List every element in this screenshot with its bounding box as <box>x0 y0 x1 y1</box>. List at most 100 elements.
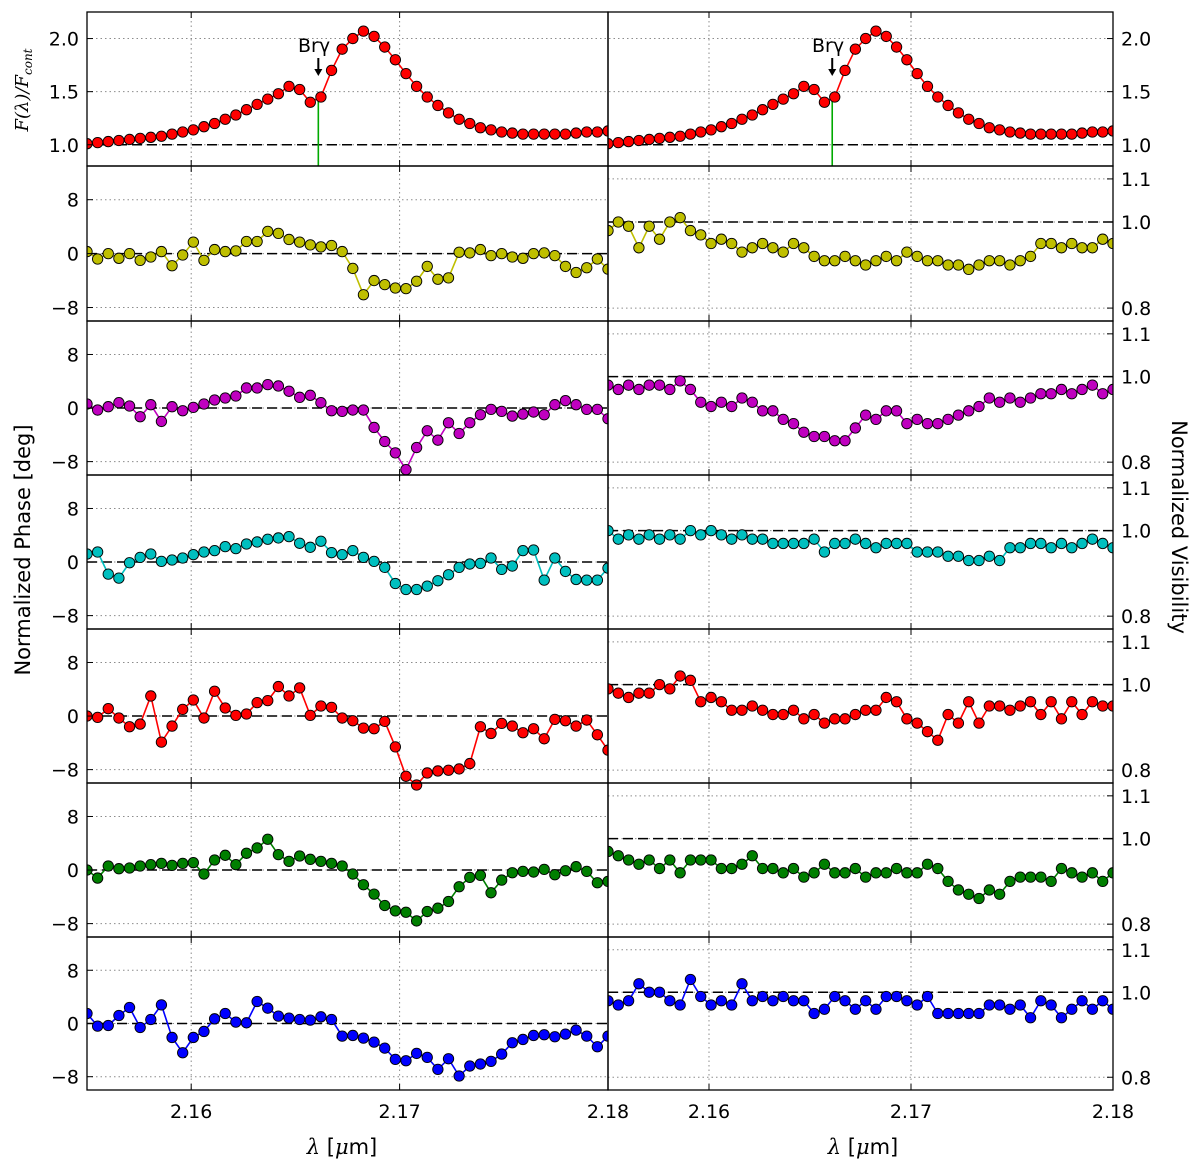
visibility-point <box>983 999 995 1011</box>
visibility-point <box>777 537 789 550</box>
visibility-point <box>963 1007 975 1020</box>
visibility-point <box>890 255 903 267</box>
flux-tick-label-left: 1.0 <box>49 135 79 157</box>
panel-frame-left <box>86 628 609 784</box>
visibility-point <box>787 537 800 550</box>
visibility-point <box>1086 1003 1099 1015</box>
phase-point <box>325 239 338 252</box>
visibility-point <box>983 700 995 712</box>
visibility-point <box>870 704 882 716</box>
phase-point <box>442 569 455 581</box>
visibility-point <box>633 978 645 990</box>
visibility-point <box>695 854 707 866</box>
visibility-point <box>942 413 954 426</box>
flux-right-point <box>787 88 800 100</box>
visibility-point <box>715 396 728 408</box>
phase-point <box>187 401 199 414</box>
visibility-tick-label: 0.8 <box>1121 1067 1151 1089</box>
visibility-tick-label: 0.8 <box>1121 606 1151 628</box>
phase-point <box>155 245 168 258</box>
visibility-point <box>860 995 872 1007</box>
phase-point <box>230 543 242 555</box>
phase-point <box>336 860 348 872</box>
visibility-point <box>942 259 954 271</box>
visibility-point <box>870 255 882 267</box>
phase-point <box>187 1031 199 1044</box>
visibility-point <box>880 990 892 1003</box>
phase-point <box>91 872 104 884</box>
visibility-point <box>715 529 728 541</box>
visibility-point <box>839 250 851 263</box>
phase-point <box>294 537 306 549</box>
phase-point <box>272 680 285 693</box>
flux-right-point <box>849 43 861 55</box>
phase-point <box>304 239 316 251</box>
brgamma-arrowhead <box>314 69 323 76</box>
phase-point <box>549 399 561 411</box>
phase-point <box>294 682 306 694</box>
flux-right-point <box>1035 128 1047 140</box>
phase-point <box>464 558 476 570</box>
flux-right-point <box>622 135 635 148</box>
phase-tick-label: 0 <box>67 706 79 728</box>
phase-point <box>315 241 327 253</box>
visibility-point <box>942 1007 954 1020</box>
visibility-point <box>1045 999 1057 1011</box>
visibility-point <box>973 892 985 905</box>
flux-left-point <box>251 98 263 111</box>
flux-right-point <box>983 122 995 134</box>
phase-tick-label: 0 <box>67 1013 79 1035</box>
visibility-point <box>1055 713 1068 725</box>
visibility-tick-label: 1.1 <box>1121 786 1151 808</box>
visibility-point <box>839 713 851 725</box>
flux-right-point <box>952 107 965 119</box>
visibility-point <box>1066 696 1078 708</box>
flux-tick-label-left: 2.0 <box>49 29 79 51</box>
phase-point <box>336 405 348 418</box>
visibility-point <box>1107 237 1113 250</box>
flux-tick-label-right: 1.0 <box>1121 135 1151 157</box>
visibility-point <box>1055 383 1068 396</box>
visibility-point <box>767 862 779 875</box>
visibility-point <box>911 250 923 263</box>
phase-point <box>485 1055 497 1068</box>
x-tick-label: 2.18 <box>1092 1101 1134 1123</box>
visibility-point <box>726 237 738 250</box>
phase-point <box>240 708 253 720</box>
visibility-point <box>983 255 995 267</box>
phase-point <box>474 243 487 256</box>
flux-tick-label-left: 1.5 <box>49 82 79 104</box>
visibility-point <box>705 237 717 250</box>
phase-point <box>123 862 136 874</box>
phase-point <box>347 715 359 727</box>
phase-point <box>155 415 168 428</box>
flux-right-point <box>808 83 820 96</box>
visibility-point <box>880 537 892 550</box>
visibility-point <box>726 533 738 545</box>
phase-point <box>219 245 231 258</box>
phase-point <box>272 380 285 392</box>
phase-point <box>496 563 508 576</box>
visibility-point <box>756 862 769 875</box>
phase-point <box>283 855 295 867</box>
visibility-point <box>746 850 758 862</box>
visibility-point <box>1097 875 1109 888</box>
phase-point <box>474 409 487 421</box>
visibility-point <box>963 554 975 567</box>
visibility-point <box>674 533 686 545</box>
flux-right-point <box>695 126 707 138</box>
visibility-point <box>798 871 810 883</box>
flux-right-point <box>653 132 666 145</box>
flux-right-point <box>860 32 872 45</box>
phase-point <box>485 249 497 262</box>
phase-point <box>559 715 572 727</box>
visibility-point <box>1076 383 1088 396</box>
phase-point <box>389 905 401 917</box>
phase-point <box>453 1070 465 1082</box>
visibility-point <box>1086 867 1099 879</box>
phase-point <box>177 857 189 869</box>
visibility-point <box>756 237 769 250</box>
visibility-point <box>1076 242 1088 254</box>
phase-point <box>145 399 157 411</box>
visibility-point <box>818 430 831 443</box>
